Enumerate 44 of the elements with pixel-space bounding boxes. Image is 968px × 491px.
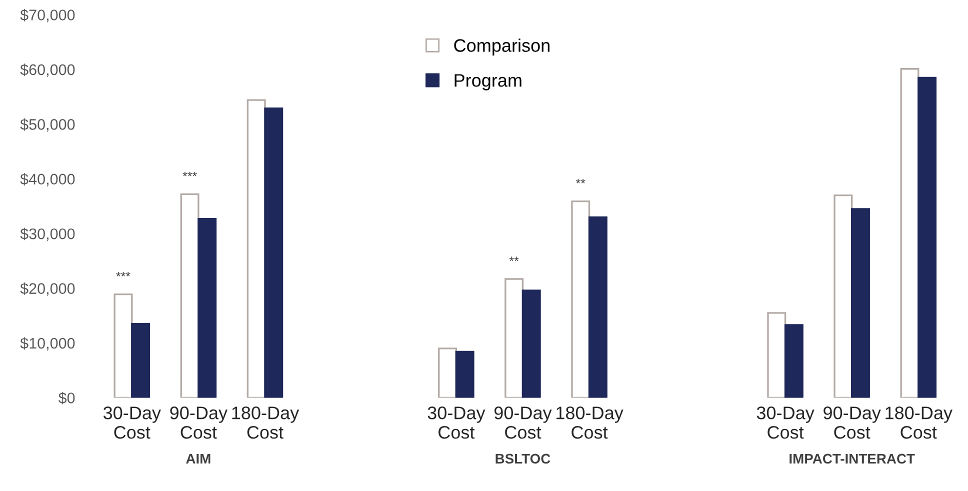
bar — [918, 76, 937, 398]
y-tick-label: $40,000 — [20, 173, 75, 186]
x-tick-label: 180-Day Cost — [556, 406, 624, 439]
y-tick-label: $0 — [58, 392, 75, 404]
legend-label: Comparison — [454, 38, 550, 56]
bar — [180, 193, 200, 398]
annotation: *** — [116, 272, 130, 276]
bar — [571, 200, 590, 398]
annotation: ** — [509, 256, 519, 262]
x-axis-title: IMPACT-INTERACT — [790, 454, 915, 464]
x-tick-label: 30-Day Cost — [756, 406, 814, 439]
x-tick-label: 90-Day Cost — [494, 406, 552, 439]
bar — [198, 218, 217, 398]
bar — [834, 194, 853, 398]
y-tick-label: $10,000 — [20, 337, 75, 350]
bar — [784, 324, 804, 398]
x-tick-label: 90-Day Cost — [824, 406, 881, 439]
y-tick-label: $20,000 — [20, 282, 75, 296]
y-tick-label: $70,000 — [20, 8, 75, 22]
bar — [131, 323, 150, 398]
y-tick-label: $60,000 — [20, 64, 75, 77]
y-tick-label: $30,000 — [20, 228, 75, 242]
bar — [246, 99, 266, 398]
x-tick-label: 180-Day Cost — [232, 406, 300, 439]
x-axis-title: BSLTOC — [496, 454, 550, 464]
bar — [455, 350, 474, 398]
bar — [588, 216, 608, 398]
annotation: ** — [576, 178, 586, 184]
bar — [114, 293, 133, 398]
legend-label: Program — [454, 74, 522, 90]
x-axis-title: AIM — [186, 454, 210, 464]
x-tick-label: 30-Day Cost — [103, 406, 161, 439]
bar — [900, 68, 920, 398]
bar — [851, 208, 870, 398]
x-tick-label: 30-Day Cost — [428, 406, 486, 439]
x-tick-label: 90-Day Cost — [170, 406, 228, 439]
x-tick-label: 180-Day Cost — [886, 406, 952, 439]
bar — [438, 348, 458, 398]
bar — [522, 290, 541, 398]
bar — [264, 107, 284, 398]
annotation: *** — [182, 172, 197, 176]
y-tick-label: $50,000 — [20, 118, 75, 132]
bar — [504, 278, 524, 398]
bar — [767, 312, 786, 398]
